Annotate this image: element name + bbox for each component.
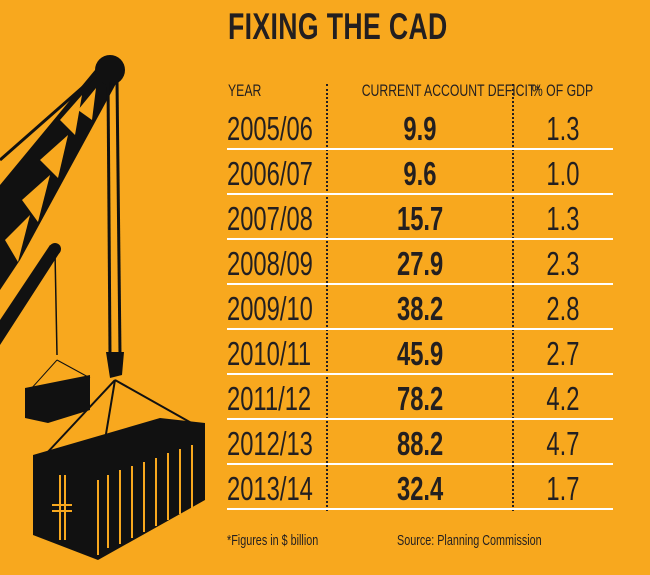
- cad-value-cell: 32.4: [396, 470, 444, 507]
- footnote: *Figures in $ billion: [227, 532, 319, 549]
- year-cell: 2006/07: [227, 155, 313, 192]
- table-title: FIXING THE CAD: [228, 6, 448, 47]
- cad-value-cell: 45.9: [396, 335, 444, 372]
- gdp-percent-cell: 1.3: [546, 200, 580, 237]
- year-cell: 2009/10: [227, 290, 313, 327]
- table-row: 2007/08 15.7 1.3: [227, 195, 613, 240]
- source-note: Source: Planning Commission: [397, 532, 542, 549]
- year-cell: 2008/09: [227, 245, 313, 282]
- cad-value-cell: 38.2: [396, 290, 444, 327]
- gdp-percent-cell: 4.7: [546, 425, 580, 462]
- table-row: 2008/09 27.9 2.3: [227, 240, 613, 285]
- column-header-cad: CURRENT ACCOUNT DEFICIT*: [361, 81, 541, 100]
- gdp-percent-cell: 1.0: [546, 155, 580, 192]
- year-cell: 2010/11: [227, 335, 312, 372]
- cad-value-cell: 27.9: [396, 245, 444, 282]
- table-row: 2005/06 9.9 1.3: [227, 105, 613, 150]
- table-row: 2012/13 88.2 4.7: [227, 420, 613, 465]
- cad-value-cell: 78.2: [396, 380, 444, 417]
- table-row: 2009/10 38.2 2.8: [227, 285, 613, 330]
- column-header-gdp: % OF GDP: [532, 81, 594, 100]
- cad-value-cell: 15.7: [396, 200, 444, 237]
- table-row: 2013/14 32.4 1.7: [227, 465, 613, 510]
- cad-value-cell: 9.6: [403, 155, 437, 192]
- table-row: 2010/11 45.9 2.7: [227, 330, 613, 375]
- gdp-percent-cell: 1.3: [546, 110, 580, 147]
- table-row: 2006/07 9.6 1.0: [227, 150, 613, 195]
- year-cell: 2005/06: [227, 110, 313, 147]
- year-cell: 2011/12: [227, 380, 312, 417]
- crane-illustration: [0, 55, 205, 560]
- gdp-percent-cell: 2.8: [546, 290, 580, 327]
- cad-value-cell: 88.2: [396, 425, 444, 462]
- table-row: 2011/12 78.2 4.2: [227, 375, 613, 420]
- column-divider: [326, 84, 328, 511]
- gdp-percent-cell: 4.2: [546, 380, 580, 417]
- column-divider: [512, 84, 514, 511]
- column-header-year: YEAR: [228, 81, 262, 100]
- gdp-percent-cell: 1.7: [546, 470, 580, 507]
- year-cell: 2013/14: [227, 470, 313, 507]
- year-cell: 2012/13: [227, 425, 313, 462]
- gdp-percent-cell: 2.7: [546, 335, 580, 372]
- gdp-percent-cell: 2.3: [546, 245, 580, 282]
- year-cell: 2007/08: [227, 200, 313, 237]
- cad-value-cell: 9.9: [403, 110, 437, 147]
